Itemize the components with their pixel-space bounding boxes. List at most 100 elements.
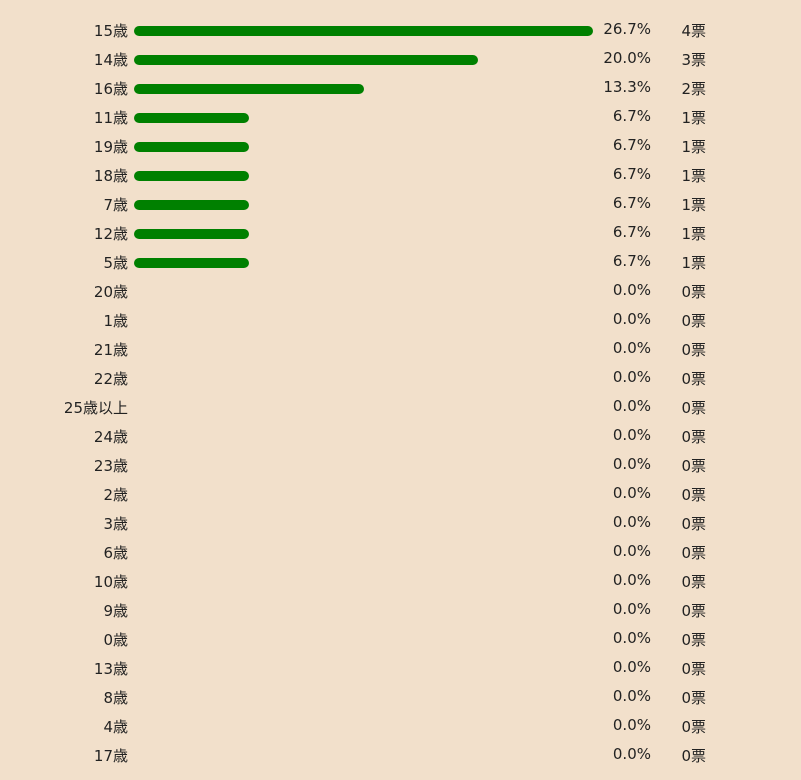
vote-count-label: 0票 [681, 428, 706, 446]
vote-count-label: 1票 [681, 167, 706, 185]
category-label: 1歳 [103, 312, 128, 330]
percentage-label: 0.0% [612, 368, 651, 386]
vote-count-label: 0票 [681, 312, 706, 330]
percentage-label: 0.0% [612, 339, 651, 357]
result-row: 25歳以上 0.0% 0票 [0, 395, 801, 424]
vote-count-label: 1票 [681, 138, 706, 156]
category-label: 19歳 [93, 138, 128, 156]
vote-count-label: 1票 [681, 254, 706, 272]
result-row: 8歳 0.0% 0票 [0, 685, 801, 714]
percentage-label: 26.7% [603, 20, 651, 38]
category-label: 9歳 [103, 602, 128, 620]
vote-count-label: 2票 [681, 80, 706, 98]
category-label: 24歳 [93, 428, 128, 446]
vote-count-label: 0票 [681, 457, 706, 475]
vote-count-label: 0票 [681, 602, 706, 620]
vote-count-label: 0票 [681, 283, 706, 301]
category-label: 6歳 [103, 544, 128, 562]
vote-count-label: 0票 [681, 515, 706, 533]
vote-count-label: 1票 [681, 225, 706, 243]
vote-count-label: 1票 [681, 196, 706, 214]
percentage-label: 6.7% [612, 165, 651, 183]
percentage-label: 0.0% [612, 687, 651, 705]
vote-count-label: 0票 [681, 660, 706, 678]
result-row: 4歳 0.0% 0票 [0, 714, 801, 743]
percentage-label: 13.3% [603, 78, 651, 96]
result-row: 11歳 6.7% 1票 [0, 105, 801, 134]
result-row: 18歳 6.7% 1票 [0, 163, 801, 192]
result-row: 0歳 0.0% 0票 [0, 627, 801, 656]
category-label: 15歳 [93, 22, 128, 40]
category-label: 12歳 [93, 225, 128, 243]
category-label: 8歳 [103, 689, 128, 707]
category-label: 18歳 [93, 167, 128, 185]
percentage-label: 6.7% [612, 223, 651, 241]
percentage-label: 0.0% [612, 542, 651, 560]
category-label: 17歳 [93, 747, 128, 765]
percentage-label: 6.7% [612, 107, 651, 125]
result-row: 6歳 0.0% 0票 [0, 540, 801, 569]
category-label: 4歳 [103, 718, 128, 736]
percentage-label: 0.0% [612, 571, 651, 589]
percentage-label: 0.0% [612, 513, 651, 531]
bar [134, 171, 249, 181]
result-row: 3歳 0.0% 0票 [0, 511, 801, 540]
result-row: 19歳 6.7% 1票 [0, 134, 801, 163]
result-row: 14歳 20.0% 3票 [0, 47, 801, 76]
percentage-label: 0.0% [612, 600, 651, 618]
percentage-label: 0.0% [612, 716, 651, 734]
category-label: 2歳 [103, 486, 128, 504]
category-label: 13歳 [93, 660, 128, 678]
percentage-label: 0.0% [612, 484, 651, 502]
category-label: 3歳 [103, 515, 128, 533]
result-row: 15歳 26.7% 4票 [0, 18, 801, 47]
result-row: 10歳 0.0% 0票 [0, 569, 801, 598]
bar [134, 113, 249, 123]
result-row: 22歳 0.0% 0票 [0, 366, 801, 395]
result-row: 17歳 0.0% 0票 [0, 743, 801, 772]
bar [134, 142, 249, 152]
vote-count-label: 0票 [681, 718, 706, 736]
bar [134, 55, 479, 65]
category-label: 25歳以上 [63, 399, 128, 417]
category-label: 20歳 [93, 283, 128, 301]
result-row: 13歳 0.0% 0票 [0, 656, 801, 685]
result-row: 9歳 0.0% 0票 [0, 598, 801, 627]
percentage-label: 0.0% [612, 745, 651, 763]
vote-count-label: 0票 [681, 544, 706, 562]
percentage-label: 0.0% [612, 658, 651, 676]
percentage-label: 20.0% [603, 49, 651, 67]
category-label: 16歳 [93, 80, 128, 98]
category-label: 21歳 [93, 341, 128, 359]
vote-count-label: 0票 [681, 689, 706, 707]
category-label: 5歳 [103, 254, 128, 272]
result-row: 24歳 0.0% 0票 [0, 424, 801, 453]
vote-count-label: 4票 [681, 22, 706, 40]
percentage-label: 0.0% [612, 397, 651, 415]
result-row: 20歳 0.0% 0票 [0, 279, 801, 308]
percentage-label: 6.7% [612, 194, 651, 212]
result-row: 7歳 6.7% 1票 [0, 192, 801, 221]
category-label: 22歳 [93, 370, 128, 388]
vote-count-label: 0票 [681, 399, 706, 417]
result-row: 23歳 0.0% 0票 [0, 453, 801, 482]
category-label: 23歳 [93, 457, 128, 475]
vote-count-label: 0票 [681, 631, 706, 649]
category-label: 0歳 [103, 631, 128, 649]
category-label: 14歳 [93, 51, 128, 69]
vote-count-label: 0票 [681, 370, 706, 388]
bar [134, 200, 249, 210]
percentage-label: 0.0% [612, 281, 651, 299]
percentage-label: 6.7% [612, 252, 651, 270]
result-row: 1歳 0.0% 0票 [0, 308, 801, 337]
vote-count-label: 0票 [681, 747, 706, 765]
vote-count-label: 3票 [681, 51, 706, 69]
bar [134, 258, 249, 268]
vote-count-label: 0票 [681, 573, 706, 591]
bar [134, 229, 249, 239]
result-row: 16歳 13.3% 2票 [0, 76, 801, 105]
percentage-label: 0.0% [612, 310, 651, 328]
category-label: 10歳 [93, 573, 128, 591]
bar [134, 84, 364, 94]
vote-count-label: 0票 [681, 341, 706, 359]
